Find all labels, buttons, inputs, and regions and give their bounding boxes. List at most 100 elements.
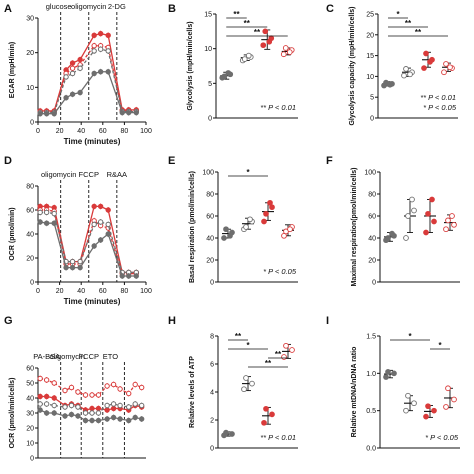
- panel-a-data-point: [91, 32, 97, 39]
- panel-a-data-point: [105, 32, 111, 39]
- panel-g-injection-label: FCCP: [79, 352, 99, 361]
- panel-g-data-point: [51, 395, 57, 401]
- panel-h-y-tick-label: 0: [210, 446, 214, 453]
- panel-a-x-tick-label: 100: [140, 128, 152, 135]
- panel-e-data-point: [223, 226, 229, 233]
- panel-g-data-point: [110, 381, 117, 388]
- panel-d-data-point: [97, 237, 104, 243]
- panel-h-data-point: [281, 354, 287, 360]
- panel-g-data-point: [62, 413, 68, 419]
- panel-i-data-point: [423, 413, 429, 420]
- panel-d-data-point: [126, 273, 132, 279]
- panel-g-data-point: [82, 417, 89, 424]
- panel-d-data-point: [77, 264, 83, 271]
- panel-a-x-tick-label: 80: [121, 128, 129, 135]
- panel-a-y-tick-label: 0: [30, 120, 34, 127]
- panel-a-data-point: [43, 110, 50, 117]
- panel-a-data-point: [133, 109, 139, 116]
- panel-h-y-tick-label: 4: [210, 390, 214, 397]
- panel-f-data-point: [449, 213, 455, 219]
- panel-e-y-label: Basal respiration (pmol/min/cells): [189, 171, 196, 283]
- panel-h-data-point: [283, 342, 289, 349]
- panel-i-data-point: [391, 370, 397, 377]
- panel-g-data-point: [126, 390, 132, 397]
- panel-d-data-point: [97, 203, 104, 210]
- panel-c-data-point: [443, 61, 449, 67]
- panel-b-sig-label: **: [233, 10, 240, 19]
- panel-b-y-tick-label: 5: [208, 81, 212, 88]
- panel-i-data-point: [383, 374, 389, 380]
- panel-h-p-note: ** P < 0.01: [260, 433, 296, 442]
- panel-h-data-point: [289, 347, 295, 353]
- panel-i-letter: I: [326, 315, 329, 327]
- panel-c-y-tick-label: 0: [370, 116, 374, 123]
- panel-g-injection-label: oligomycin: [49, 352, 84, 361]
- panel-i-sig-label: *: [438, 341, 442, 350]
- panel-f-y-tick-label: 20: [368, 258, 376, 265]
- panel-e-data-point: [263, 210, 269, 217]
- panel-h-y-label: Relative levels of ATP: [189, 356, 196, 428]
- panel-b-data-point: [282, 45, 289, 51]
- panel-g-data-point: [95, 392, 102, 398]
- panel-i-p-note: * P < 0.05: [425, 433, 459, 442]
- panel-a-y-label: ECAR (mpH/min): [9, 42, 16, 98]
- panel-a-data-point: [63, 95, 69, 101]
- panel-g-data-point: [89, 410, 95, 416]
- panel-a-data-point: [69, 91, 76, 97]
- panel-b-y-tick-label: 15: [204, 12, 212, 19]
- panel-i-y-tick-label: 0.5: [366, 408, 376, 415]
- panel-c-data-point: [401, 72, 407, 79]
- panel-e-y-tick-label: 0: [210, 280, 214, 287]
- panel-f-data-point: [385, 235, 391, 241]
- panel-d-injection-label: R&AA: [107, 170, 127, 179]
- panel-h-data-point: [249, 380, 255, 387]
- panel-c-sig-label: **: [415, 28, 422, 37]
- panel-b-p-note: ** P < 0.01: [260, 103, 296, 112]
- panel-g-data-point: [138, 402, 145, 409]
- panel-a-injection-label: glucose: [46, 2, 72, 11]
- panel-d-data-point: [37, 209, 43, 216]
- panel-a-data-point: [97, 69, 104, 75]
- panel-h-sig-label: **: [275, 350, 282, 359]
- panel-c-y-label: Glycolysis capacity (mpH/min/cells): [349, 6, 356, 125]
- panel-a-y-tick-label: 20: [26, 50, 34, 57]
- panel-c-data-point: [447, 64, 453, 71]
- panel-g-data-point: [110, 414, 117, 421]
- panel-d-x-tick-label: 40: [77, 288, 85, 295]
- panel-e-letter: E: [168, 155, 175, 167]
- panel-b-data-point: [221, 73, 228, 80]
- panel-c-data-point: [387, 81, 393, 88]
- panel-b-y-tick-label: 10: [204, 46, 212, 53]
- panel-f-y-tick-label: 40: [368, 236, 376, 243]
- panel-i-data-point: [403, 407, 409, 414]
- panel-d-data-point: [91, 203, 97, 210]
- panel-i-sig-label: *: [408, 332, 412, 341]
- panel-h-y-tick-label: 2: [210, 418, 214, 425]
- panel-g-data-point: [95, 417, 102, 424]
- panel-a-data-point: [63, 74, 69, 80]
- panel-b-data-point: [262, 28, 269, 35]
- panel-a-data-point: [91, 43, 97, 49]
- panel-f-data-point: [409, 196, 415, 203]
- panel-i-data-point: [405, 392, 411, 399]
- panel-i-data-point: [443, 404, 449, 410]
- panel-d-data-point: [51, 220, 57, 226]
- panel-g-data-point: [75, 389, 81, 395]
- panel-d-data-point: [63, 264, 69, 271]
- panel-g-data-point: [51, 380, 57, 386]
- panel-d-data-point: [77, 258, 83, 265]
- panel-g-data-point: [37, 393, 43, 400]
- panel-d-x-tick-label: 60: [99, 288, 107, 295]
- panel-e-data-point: [267, 199, 273, 206]
- panel-b-sig-label: **: [254, 28, 261, 37]
- panel-a-series-line: [40, 32, 137, 112]
- panel-d-x-tick-label: 80: [121, 288, 129, 295]
- panel-d-data-point: [69, 264, 76, 271]
- panel-b-sig-label: **: [244, 19, 251, 28]
- panel-c-data-point: [423, 50, 429, 57]
- panel-a-data-point: [69, 70, 76, 77]
- panel-a-x-label: Time (minutes): [64, 137, 121, 146]
- panel-g-data-point: [132, 414, 138, 421]
- panel-c-y-tick-label: 25: [366, 12, 374, 19]
- panel-f-y-tick-label: 80: [368, 192, 376, 199]
